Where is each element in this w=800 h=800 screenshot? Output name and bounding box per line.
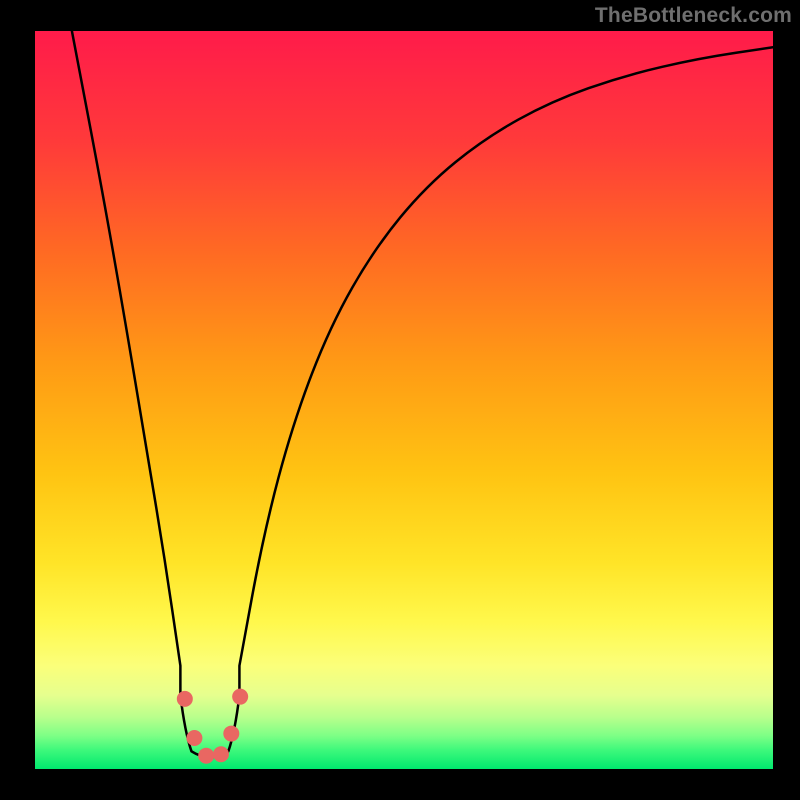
data-marker	[213, 746, 229, 762]
watermark-text: TheBottleneck.com	[595, 4, 792, 28]
plot-area	[35, 31, 773, 769]
chart-container: { "watermark": { "text": "TheBottleneck.…	[0, 0, 800, 800]
data-marker	[198, 748, 214, 764]
data-marker	[232, 689, 248, 705]
data-marker	[177, 691, 193, 707]
data-marker	[186, 730, 202, 746]
gradient-background	[35, 31, 773, 769]
data-marker	[223, 726, 239, 742]
